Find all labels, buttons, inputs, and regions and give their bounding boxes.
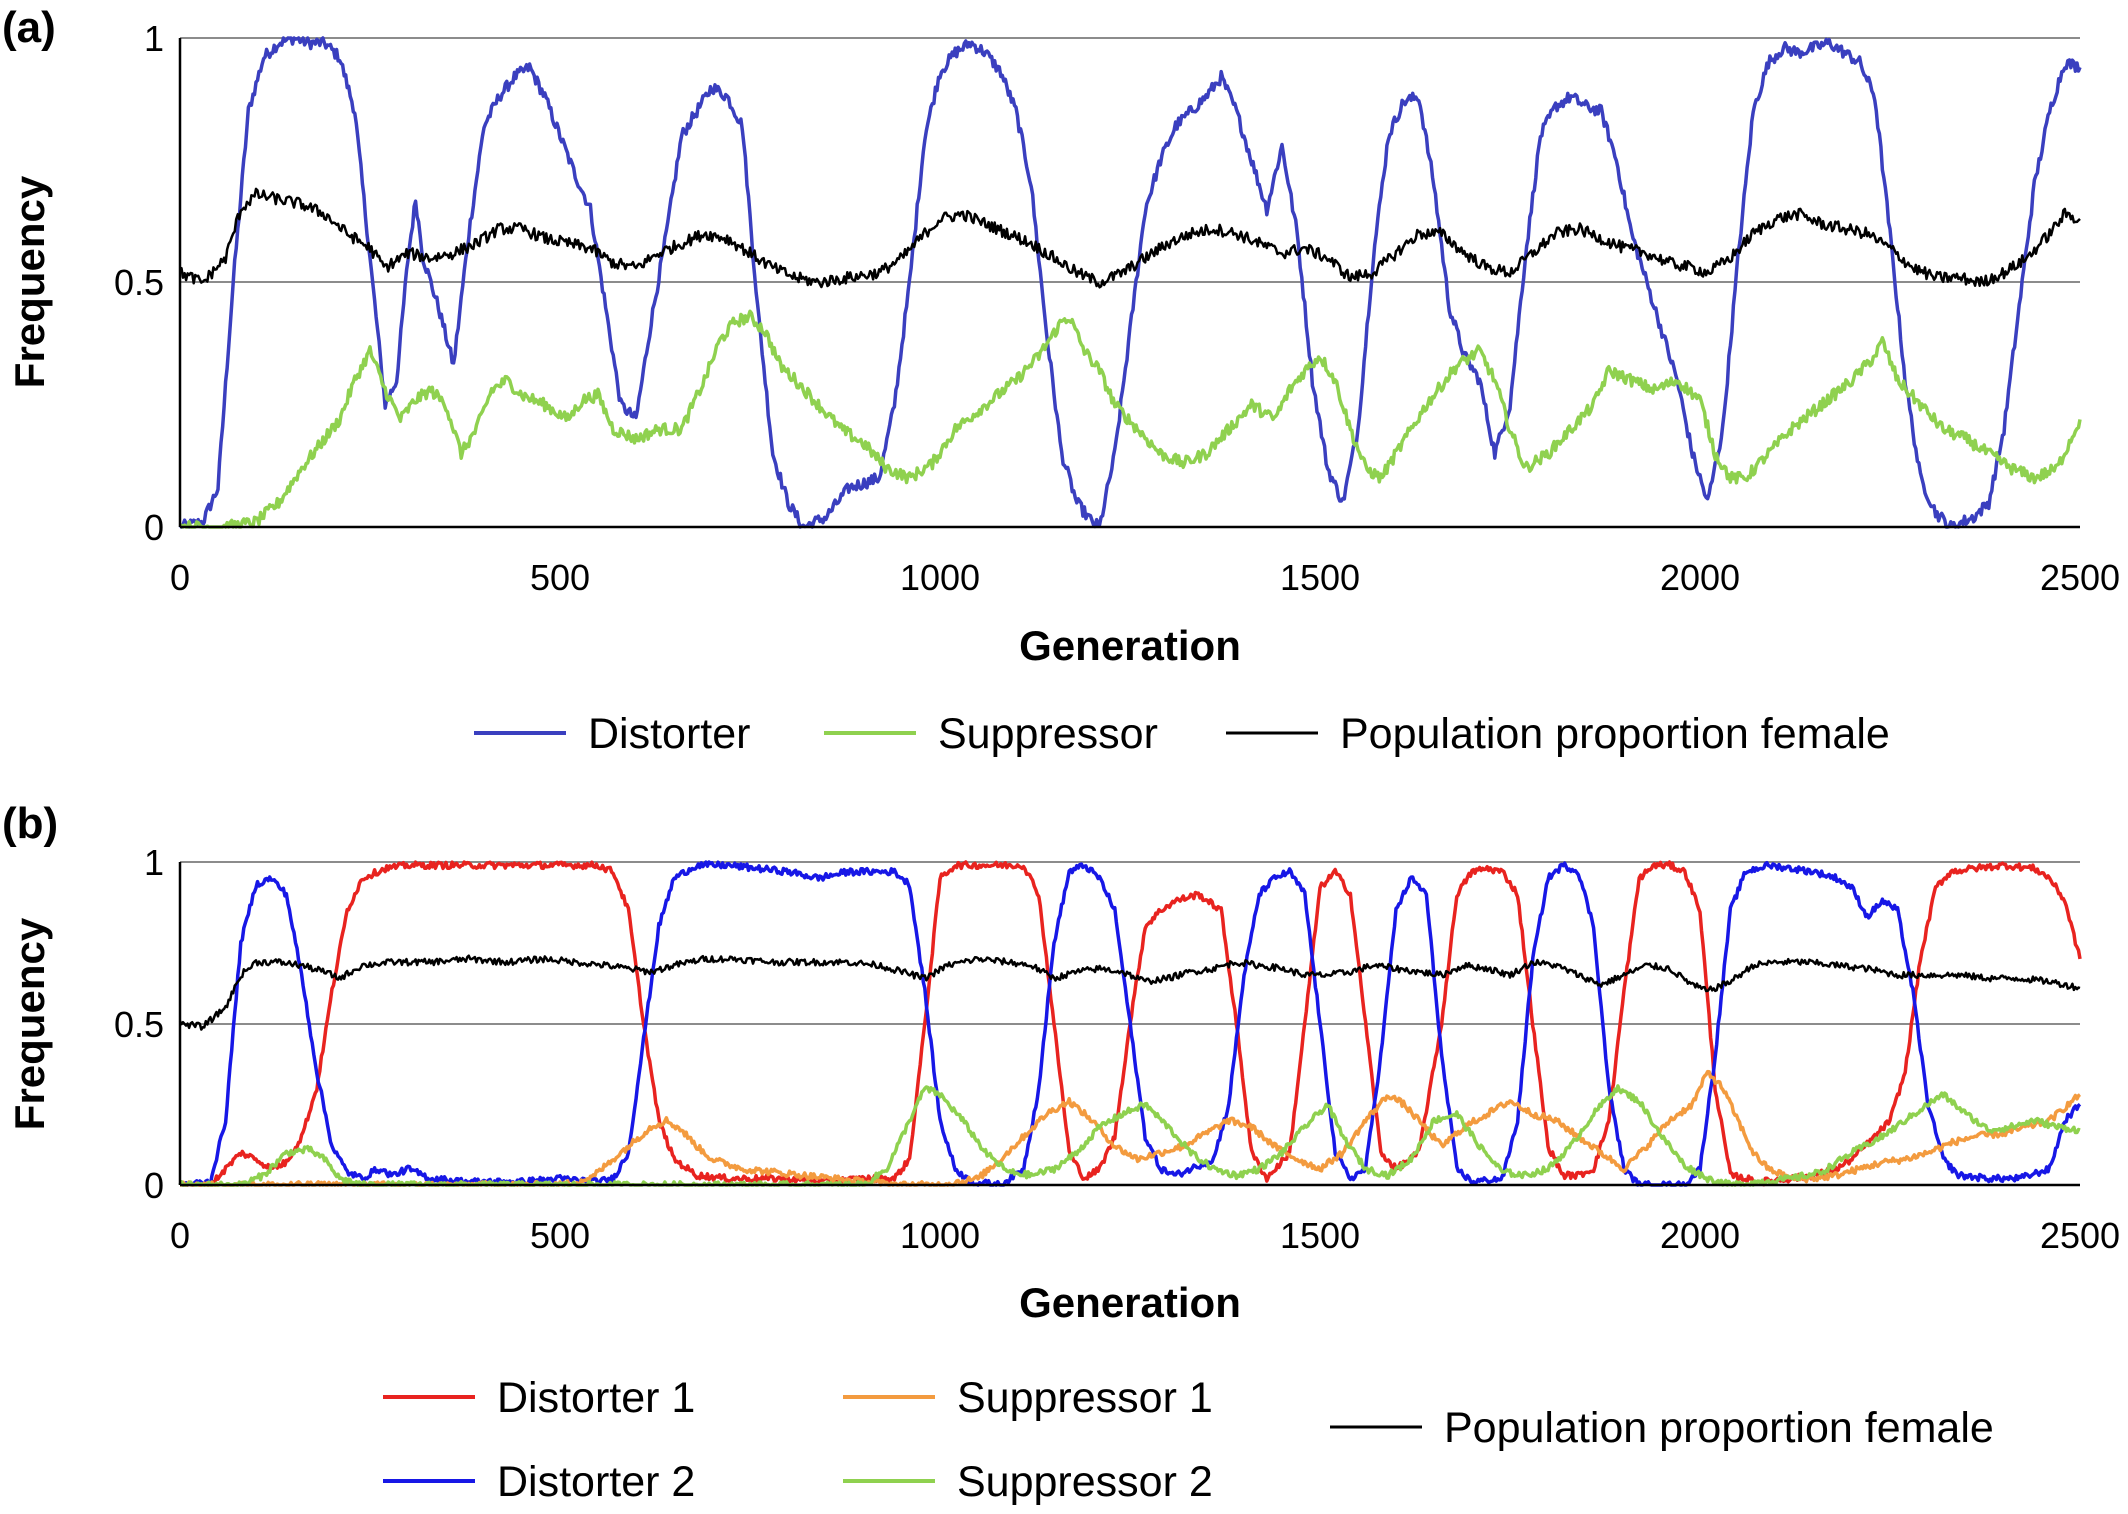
panel-b-ytick-0-5: 0.5	[114, 1004, 164, 1045]
panel-b-xtick-2000: 2000	[1660, 1215, 1740, 1256]
panel-b: (b) 1 0.5 0 0 500 1000 1500 2000 2500 Ge…	[2, 799, 2120, 1506]
legend-b-suppressor1-label: Suppressor 1	[957, 1374, 1213, 1422]
panel-b-xtick-500: 500	[530, 1215, 590, 1256]
legend-b-distorter1-label: Distorter 1	[497, 1374, 695, 1422]
panel-a-xtick-500: 500	[530, 557, 590, 598]
panel-b-legend: Distorter 1 Distorter 2 Suppressor 1 Sup…	[383, 1374, 1994, 1506]
panel-a-legend: Distorter Suppressor Population proporti…	[474, 710, 1890, 758]
panel-a-ytick-0: 0	[144, 507, 164, 548]
panel-a-series-line-population-proportion-female	[178, 187, 2081, 289]
panel-b-ytick-0: 0	[144, 1165, 164, 1206]
panel-b-series-line-suppressor-2	[178, 1084, 2081, 1187]
legend-a-distorter-label: Distorter	[588, 710, 750, 758]
legend-a-female-label: Population proportion female	[1340, 710, 1890, 758]
panel-a: (a) 1 0.5 0 0 500 1000 1500 2000 2500 Ge…	[2, 3, 2120, 758]
legend-b-suppressor2-label: Suppressor 2	[957, 1458, 1213, 1506]
panel-a-ytick-0-5: 0.5	[114, 262, 164, 303]
panel-a-series	[178, 36, 2082, 529]
panel-a-x-axis-title: Generation	[1019, 622, 1241, 669]
panel-a-series-line-suppressor	[178, 309, 2082, 529]
panel-a-xtick-0: 0	[170, 557, 190, 598]
panel-a-xtick-1000: 1000	[900, 557, 980, 598]
panel-a-series-line-distorter	[178, 36, 2082, 529]
panel-b-ytick-1: 1	[144, 842, 164, 883]
panel-b-xtick-0: 0	[170, 1215, 190, 1256]
panel-b-series-line-suppressor-1	[179, 1069, 2082, 1187]
panel-b-series-line-population-proportion-female	[178, 954, 2081, 1031]
panel-b-y-axis-title: Frequency	[6, 917, 53, 1130]
panel-b-x-axis-title: Generation	[1019, 1279, 1241, 1326]
panel-a-xtick-1500: 1500	[1280, 557, 1360, 598]
panel-b-xtick-1500: 1500	[1280, 1215, 1360, 1256]
panel-a-xtick-2500: 2500	[2040, 557, 2120, 598]
panel-a-y-axis-title: Frequency	[6, 175, 53, 388]
panel-b-label: (b)	[2, 799, 58, 848]
panel-a-label: (a)	[2, 3, 56, 52]
panel-a-xtick-2000: 2000	[1660, 557, 1740, 598]
panel-a-ytick-1: 1	[144, 18, 164, 59]
panel-b-xtick-2500: 2500	[2040, 1215, 2120, 1256]
legend-a-suppressor-label: Suppressor	[938, 710, 1158, 758]
panel-b-xtick-1000: 1000	[900, 1215, 980, 1256]
legend-b-female-label: Population proportion female	[1444, 1404, 1994, 1452]
legend-b-distorter2-label: Distorter 2	[497, 1458, 695, 1506]
